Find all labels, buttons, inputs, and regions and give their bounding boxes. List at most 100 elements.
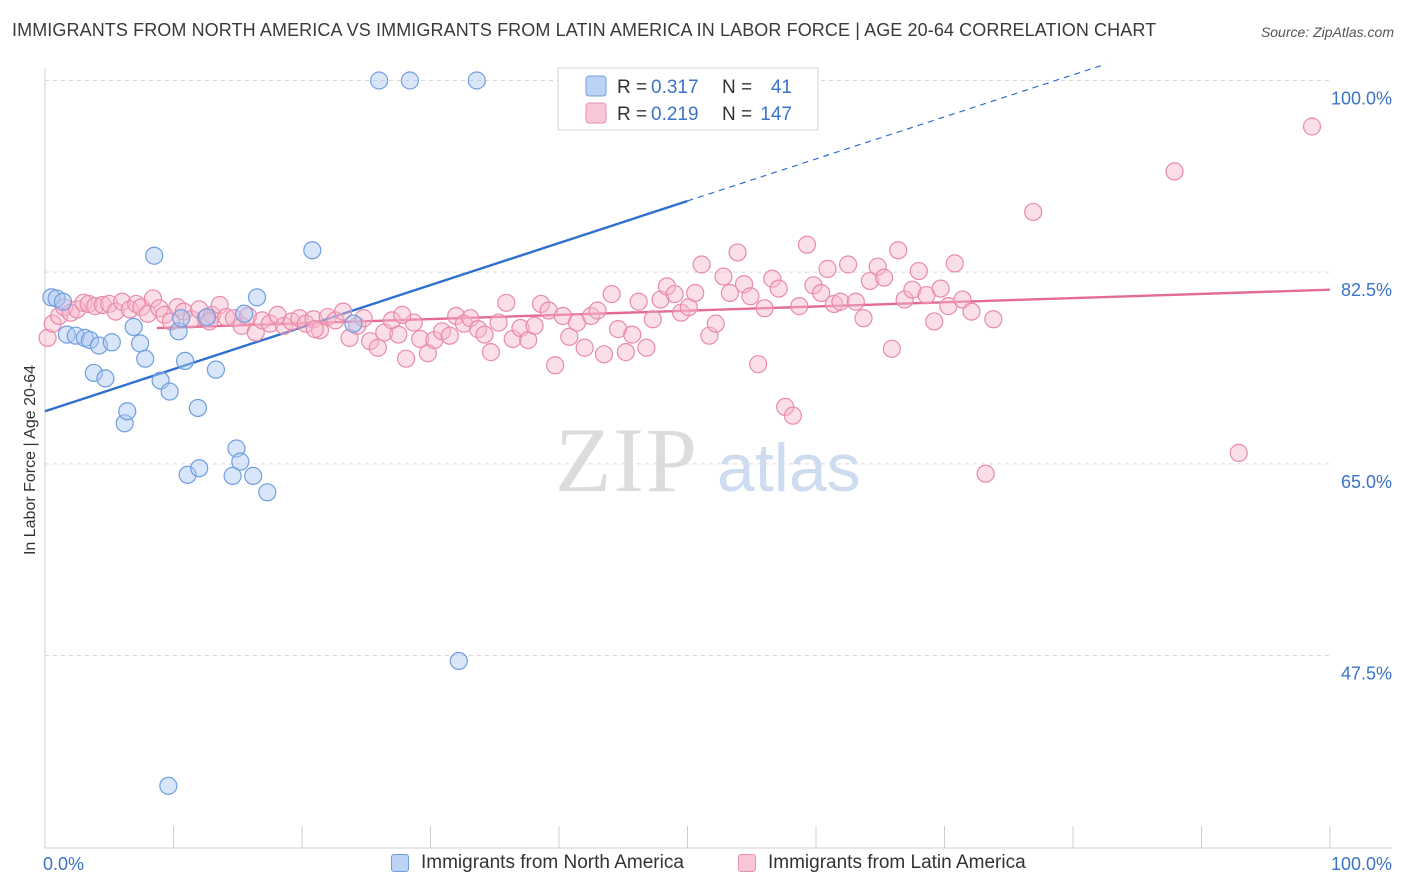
point-latin-america bbox=[925, 312, 944, 331]
point-latin-america bbox=[616, 343, 635, 362]
source-credit: Source: ZipAtlas.com bbox=[1260, 24, 1394, 40]
point-latin-america bbox=[68, 300, 87, 319]
point-north-america bbox=[449, 651, 468, 671]
point-latin-america bbox=[895, 290, 914, 309]
point-north-america bbox=[223, 466, 242, 485]
point-latin-america bbox=[481, 343, 500, 362]
y-tick-label: 65.0% bbox=[1341, 472, 1392, 492]
point-latin-america bbox=[594, 345, 614, 364]
point-north-america bbox=[130, 334, 150, 353]
point-north-america bbox=[231, 452, 250, 471]
legend-swatch bbox=[391, 854, 409, 872]
trend-line-north-america bbox=[44, 199, 688, 413]
point-latin-america bbox=[546, 356, 565, 375]
y-tick-label: 82.5% bbox=[1341, 280, 1392, 300]
point-latin-america bbox=[411, 329, 430, 349]
point-north-america bbox=[188, 398, 208, 418]
point-latin-america bbox=[812, 283, 831, 303]
point-north-america bbox=[53, 292, 73, 311]
point-latin-america bbox=[440, 326, 459, 345]
point-latin-america bbox=[976, 464, 995, 483]
point-north-america bbox=[247, 288, 267, 307]
point-latin-america bbox=[475, 325, 494, 344]
point-latin-america bbox=[539, 301, 558, 320]
point-north-america bbox=[400, 71, 420, 90]
point-north-america bbox=[206, 360, 226, 379]
point-latin-america bbox=[368, 338, 387, 357]
point-north-america bbox=[136, 349, 155, 368]
y-tick-label: 47.5% bbox=[1341, 664, 1392, 684]
point-latin-america bbox=[763, 269, 782, 288]
point-latin-america bbox=[741, 287, 760, 306]
legend-swatch-latin-america bbox=[585, 102, 607, 124]
point-north-america bbox=[344, 314, 363, 333]
point-latin-america bbox=[217, 307, 236, 327]
watermark: ZIP atlas bbox=[555, 409, 861, 511]
point-latin-america bbox=[143, 289, 163, 308]
point-latin-america bbox=[839, 255, 858, 274]
point-north-america bbox=[124, 317, 143, 337]
legend-label: Immigrants from Latin America bbox=[768, 852, 1026, 873]
point-latin-america bbox=[525, 316, 544, 335]
point-latin-america bbox=[629, 292, 648, 311]
legend-r-label: R = bbox=[617, 77, 647, 98]
point-latin-america bbox=[304, 310, 323, 329]
watermark-zip: ZIP bbox=[555, 409, 699, 511]
y-axis-label: In Labor Force | Age 20-64 bbox=[22, 365, 39, 555]
point-latin-america bbox=[637, 338, 656, 357]
legend-r-value: 0.317 bbox=[651, 77, 699, 98]
point-latin-america bbox=[706, 314, 725, 333]
point-latin-america bbox=[984, 310, 1003, 329]
point-north-america bbox=[160, 382, 179, 401]
data-points bbox=[38, 71, 1322, 795]
point-latin-america bbox=[831, 292, 850, 311]
point-latin-america bbox=[755, 299, 774, 318]
point-north-america bbox=[145, 246, 164, 265]
point-north-america bbox=[258, 483, 277, 502]
point-latin-america bbox=[334, 302, 353, 321]
point-latin-america bbox=[769, 279, 788, 298]
point-latin-america bbox=[1165, 162, 1184, 181]
point-latin-america bbox=[224, 309, 243, 328]
trend-lines bbox=[44, 63, 1331, 413]
point-latin-america bbox=[909, 261, 928, 281]
trend-extension-north-america bbox=[687, 63, 1106, 202]
legend-swatch-north-america bbox=[585, 75, 607, 97]
point-latin-america bbox=[609, 320, 628, 339]
legend-n-label: N = bbox=[722, 77, 752, 98]
point-latin-america bbox=[797, 235, 817, 254]
point-latin-america bbox=[354, 309, 373, 328]
point-latin-america bbox=[714, 267, 733, 286]
point-latin-america bbox=[489, 313, 508, 332]
point-north-america bbox=[467, 71, 486, 90]
point-north-america bbox=[96, 369, 115, 388]
point-latin-america bbox=[127, 294, 146, 314]
x-tick-label: 0.0% bbox=[43, 854, 84, 874]
legend-n-value: 41 bbox=[771, 77, 792, 98]
point-latin-america bbox=[447, 306, 466, 326]
grid-lines bbox=[45, 80, 1330, 656]
x-tick-labels: 0.0% 100.0% bbox=[43, 854, 1392, 874]
point-latin-america bbox=[575, 338, 594, 357]
y-tick-label: 100.0% bbox=[1331, 89, 1392, 109]
point-latin-america bbox=[1229, 443, 1248, 462]
point-latin-america bbox=[882, 339, 901, 358]
point-north-america bbox=[159, 776, 178, 795]
watermark-atlas: atlas bbox=[717, 430, 861, 506]
trend-line-latin-america bbox=[156, 288, 1331, 330]
point-latin-america bbox=[1024, 202, 1043, 222]
point-latin-america bbox=[875, 268, 894, 287]
point-latin-america bbox=[728, 243, 747, 262]
legend-r-value: 0.219 bbox=[651, 104, 699, 125]
point-north-america bbox=[190, 459, 209, 478]
point-latin-america bbox=[945, 254, 964, 273]
point-latin-america bbox=[86, 297, 105, 316]
legend-n-label: N = bbox=[722, 104, 752, 125]
legend-swatch bbox=[738, 854, 756, 872]
point-north-america bbox=[303, 241, 322, 260]
point-latin-america bbox=[665, 284, 684, 304]
point-latin-america bbox=[389, 325, 408, 344]
point-north-america bbox=[172, 309, 191, 328]
point-latin-america bbox=[112, 292, 132, 311]
